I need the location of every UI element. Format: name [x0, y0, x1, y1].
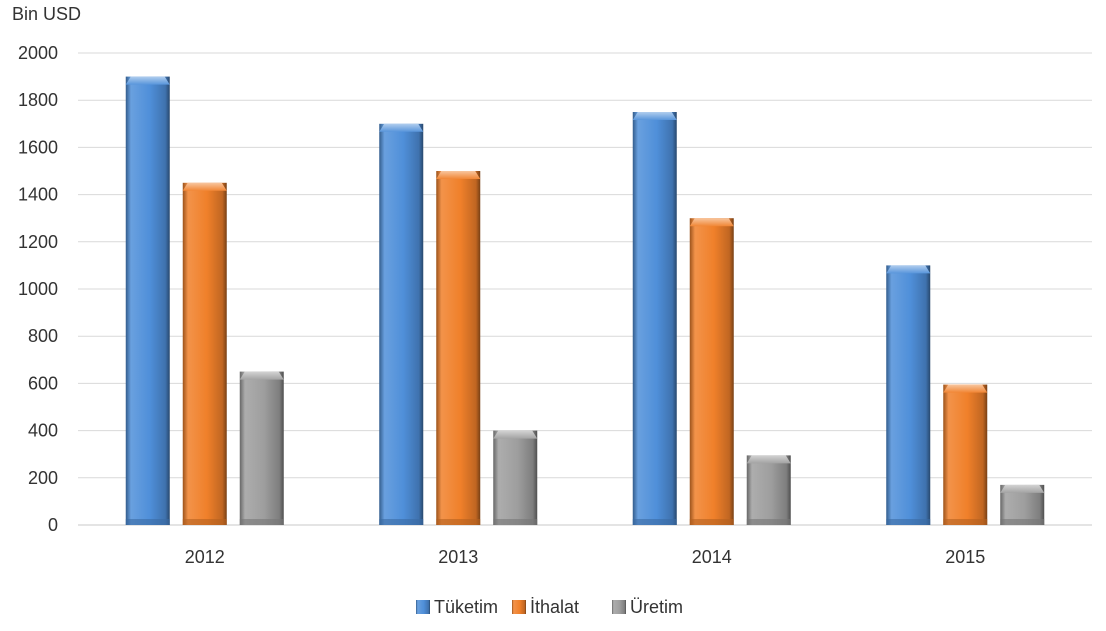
y-tick-label: 1400: [18, 185, 58, 205]
bar: [746, 455, 791, 525]
bar-body: [379, 123, 424, 526]
y-tick-label: 1600: [18, 137, 58, 157]
bar-bevel: [1000, 484, 1045, 493]
bar-base: [182, 519, 227, 525]
bar-bevel: [436, 171, 481, 179]
x-tick-labels: 2012 2013 2014 2015: [185, 547, 986, 567]
y-tick-labels: 0 200 400 600 800 1000 1200 1400 1600 1800 2000: [18, 43, 58, 535]
y-axis-label: Bin USD: [12, 4, 81, 24]
bar: [182, 182, 227, 526]
bar: [436, 171, 481, 525]
bar: [1000, 484, 1045, 525]
y-tick-label: 200: [28, 468, 58, 488]
bar-base: [379, 519, 424, 525]
y-tick-label: 1000: [18, 279, 58, 299]
legend-item: Tüketim: [416, 597, 498, 617]
gridlines: [78, 52, 1092, 526]
x-tick-label: 2014: [692, 547, 732, 567]
bar-base: [746, 519, 791, 525]
bar-body: [746, 455, 791, 525]
bar: [239, 371, 284, 525]
legend-item: İthalat: [512, 597, 579, 617]
y-tick-label: 1200: [18, 232, 58, 252]
legend-label: İthalat: [530, 597, 579, 617]
bar-bevel: [379, 123, 424, 132]
bar-body: [182, 182, 227, 526]
bar-base: [125, 519, 170, 525]
bar-base: [436, 519, 481, 525]
bar: [379, 123, 424, 526]
bar-body: [125, 76, 170, 525]
bar-bevel: [943, 384, 988, 393]
legend-label: Üretim: [630, 597, 683, 617]
legend-swatch: [512, 600, 526, 614]
y-tick-label: 800: [28, 326, 58, 346]
legend: Tüketim İthalat Üretim: [416, 597, 683, 617]
bar-base: [689, 519, 734, 525]
bar-bevel: [239, 371, 284, 380]
bar-body: [943, 384, 988, 525]
bar-bevel: [689, 218, 734, 227]
bar-body: [689, 218, 734, 525]
bars: [125, 76, 1045, 526]
bar-bevel: [632, 112, 677, 120]
y-tick-label: 600: [28, 373, 58, 393]
bar-body: [632, 112, 677, 525]
legend-label: Tüketim: [434, 597, 498, 617]
bar-body: [239, 371, 284, 525]
bar-base: [886, 519, 931, 525]
legend-item: Üretim: [612, 597, 683, 617]
bar: [493, 430, 538, 525]
bar: [125, 76, 170, 525]
bar: [943, 384, 988, 525]
bar-base: [493, 519, 538, 525]
bar-bevel: [182, 182, 227, 191]
bar-bevel: [886, 265, 931, 274]
legend-swatch: [612, 600, 626, 614]
y-tick-label: 2000: [18, 43, 58, 63]
y-tick-label: 0: [48, 515, 58, 535]
bar-body: [493, 430, 538, 525]
y-tick-label: 400: [28, 421, 58, 441]
bar-bevel: [746, 455, 791, 464]
bar-base: [943, 519, 988, 525]
bar: [632, 112, 677, 525]
bar-bevel: [493, 430, 538, 439]
bar-base: [239, 519, 284, 525]
legend-swatch: [416, 600, 430, 614]
x-tick-label: 2015: [945, 547, 985, 567]
x-tick-label: 2013: [438, 547, 478, 567]
bar: [689, 218, 734, 525]
bar-body: [886, 265, 931, 525]
bar-base: [1000, 519, 1045, 525]
bar-base: [632, 519, 677, 525]
bar-body: [436, 171, 481, 525]
x-tick-label: 2012: [185, 547, 225, 567]
y-tick-label: 1800: [18, 90, 58, 110]
bar-bevel: [125, 76, 170, 85]
bar: [886, 265, 931, 525]
